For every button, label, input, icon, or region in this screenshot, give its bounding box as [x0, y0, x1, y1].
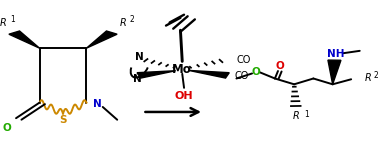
- Text: N: N: [93, 99, 102, 109]
- Text: N: N: [133, 74, 141, 84]
- Text: O: O: [251, 67, 260, 77]
- Text: 2: 2: [130, 15, 135, 24]
- Polygon shape: [328, 60, 341, 84]
- Text: R: R: [364, 73, 371, 83]
- Text: 1: 1: [304, 110, 309, 119]
- Polygon shape: [9, 31, 40, 48]
- Polygon shape: [87, 31, 117, 48]
- Polygon shape: [189, 70, 229, 78]
- Text: N: N: [135, 52, 143, 62]
- Text: O: O: [276, 61, 284, 71]
- Text: R: R: [0, 18, 7, 28]
- Text: S: S: [59, 115, 67, 125]
- Text: OH: OH: [175, 91, 194, 101]
- Text: CO: CO: [235, 71, 249, 81]
- Text: 1: 1: [11, 15, 15, 24]
- Text: O: O: [3, 122, 11, 133]
- Text: R: R: [119, 18, 126, 28]
- Text: NH: NH: [327, 49, 345, 59]
- Text: Mo: Mo: [172, 63, 192, 76]
- Text: R: R: [293, 111, 299, 121]
- Text: CO: CO: [236, 55, 251, 65]
- Text: 2: 2: [373, 71, 378, 80]
- Polygon shape: [137, 71, 176, 78]
